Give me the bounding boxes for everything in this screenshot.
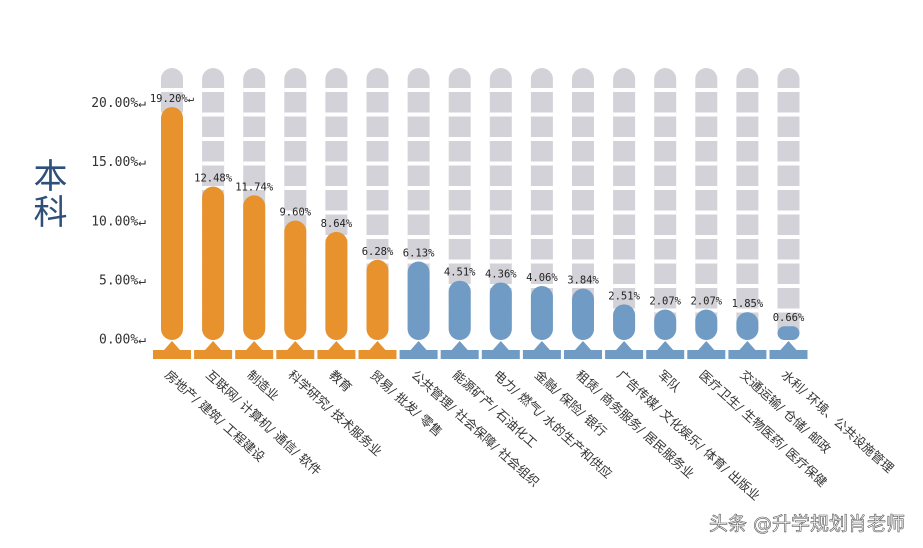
bar-base <box>769 350 808 359</box>
bar <box>489 282 512 340</box>
x-tick-label: 制造业 <box>244 367 282 403</box>
bar-background <box>448 68 471 340</box>
data-label: 11.74% <box>235 181 274 193</box>
bar-base <box>399 350 438 359</box>
bar-background <box>654 68 677 340</box>
bar <box>243 195 266 340</box>
y-tick-label: 10.00%↵ <box>91 214 146 229</box>
bar-base <box>687 350 726 359</box>
data-label: 19.20%↵ <box>150 93 194 105</box>
bar-base <box>646 350 685 359</box>
base-triangle <box>575 341 591 350</box>
data-label: 1.85% <box>732 298 764 310</box>
bar <box>325 231 348 340</box>
bar-base <box>522 350 561 359</box>
bar <box>654 309 677 340</box>
data-label: 4.51% <box>444 267 476 279</box>
base-triangle <box>780 341 797 350</box>
bar <box>530 286 553 340</box>
bar <box>407 261 430 340</box>
data-label: 6.13% <box>403 248 435 260</box>
x-tick-label: 教育 <box>326 367 355 395</box>
y-tick-label: 15.00%↵ <box>91 155 146 170</box>
y-tick-label: 20.00%↵ <box>91 96 146 111</box>
bar-background <box>489 68 512 340</box>
y-title: 本科 <box>27 158 67 230</box>
bar-background <box>613 68 636 340</box>
bar-base <box>728 350 767 359</box>
y-tick-label: 0.00%↵ <box>99 333 146 348</box>
bar-base <box>194 350 233 359</box>
bar <box>777 326 800 340</box>
data-label: 4.36% <box>485 268 517 280</box>
base-triangle <box>533 341 550 350</box>
data-label: 12.48% <box>194 173 233 185</box>
base-triangle <box>698 341 715 350</box>
bar <box>284 220 307 340</box>
bar <box>695 309 718 340</box>
data-label: 0.66% <box>773 312 805 324</box>
watermark: 头条 @升学规划肖老师 <box>709 513 905 535</box>
bar-background <box>736 68 759 340</box>
bar-background <box>572 68 594 340</box>
bar <box>736 312 759 340</box>
y-tick-label: 5.00%↵ <box>99 273 146 288</box>
bar-base <box>564 350 602 359</box>
base-triangle <box>287 341 304 350</box>
base-triangle <box>739 341 756 350</box>
base-triangle <box>451 341 468 350</box>
bar-base <box>358 350 397 359</box>
x-tick-label: 贸易/ 批发/ 零售 <box>367 367 445 439</box>
data-label: 3.84% <box>567 275 599 287</box>
base-triangle <box>164 341 180 350</box>
bar-base <box>276 350 315 359</box>
bar <box>572 288 594 340</box>
bar <box>161 107 183 340</box>
bar <box>613 304 636 340</box>
x-tick-label: 军队 <box>655 367 684 395</box>
base-triangle <box>205 341 222 350</box>
data-label: 9.60% <box>279 207 311 219</box>
base-triangle <box>369 341 386 350</box>
bar-background <box>530 68 553 340</box>
bar <box>448 280 471 340</box>
base-triangle <box>410 341 427 350</box>
data-label: 8.64% <box>321 218 353 230</box>
bar-base <box>440 350 479 359</box>
bar-base <box>317 350 356 359</box>
bar-base <box>481 350 520 359</box>
base-triangle <box>246 341 263 350</box>
data-label: 2.07% <box>690 296 722 308</box>
bar-base <box>605 350 644 359</box>
data-label: 4.06% <box>526 272 558 284</box>
base-triangle <box>657 341 674 350</box>
bar-background <box>777 68 800 340</box>
bar <box>366 259 389 340</box>
bar-background <box>695 68 718 340</box>
bar-base <box>153 350 191 359</box>
bar <box>202 186 225 340</box>
data-label: 6.28% <box>362 246 394 258</box>
data-label: 2.51% <box>608 290 640 302</box>
x-tick-label: 金融/ 保险/ 银行 <box>532 367 610 439</box>
base-triangle <box>616 341 633 350</box>
base-triangle <box>492 341 509 350</box>
data-label: 2.07% <box>649 296 681 308</box>
base-triangle <box>328 341 345 350</box>
bar-base <box>235 350 274 359</box>
